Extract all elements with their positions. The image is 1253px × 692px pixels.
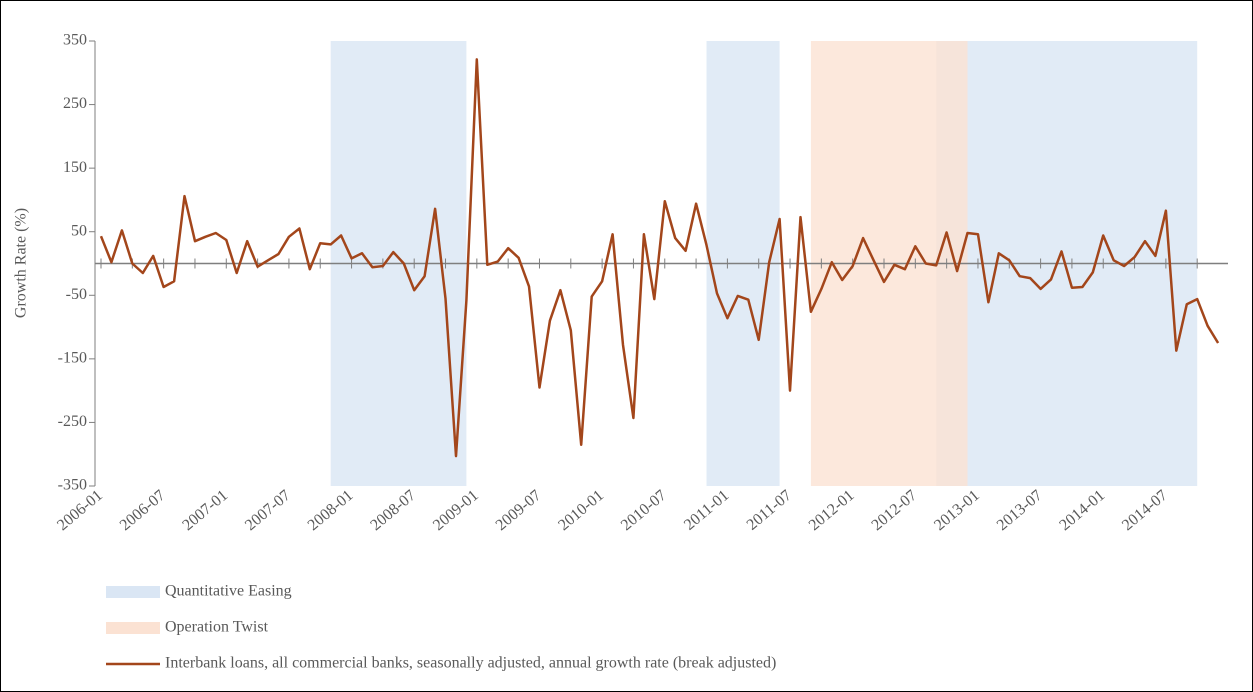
legend-label: Interbank loans, all commercial banks, s… xyxy=(165,655,776,672)
y-tick-label: 50 xyxy=(71,222,87,239)
y-tick-label: 350 xyxy=(63,32,87,49)
y-tick-label: 250 xyxy=(63,95,87,112)
y-tick-label: -250 xyxy=(58,413,87,430)
legend-label: Quantitative Easing xyxy=(165,583,292,600)
series-line xyxy=(99,58,1220,458)
legend-label: Operation Twist xyxy=(165,619,269,636)
legend-swatch xyxy=(106,622,160,634)
y-tick-label: -150 xyxy=(58,350,87,367)
y-tick-label: 150 xyxy=(63,159,87,176)
y-tick-label: -50 xyxy=(66,286,87,303)
y-tick-label: -350 xyxy=(58,477,87,494)
y-axis-title: Growth Rate (%) xyxy=(13,208,30,318)
legend-swatch xyxy=(106,586,160,598)
